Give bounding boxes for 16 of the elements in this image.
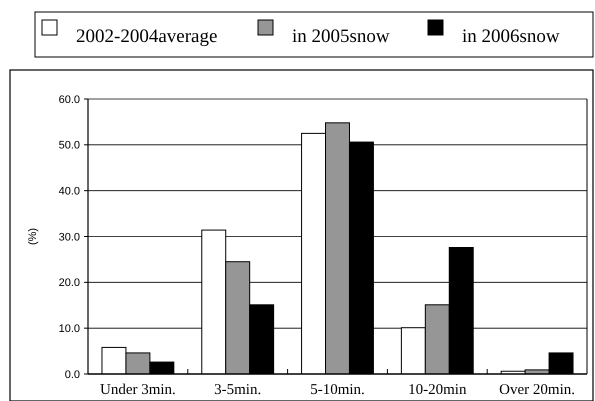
y-tick-label: 20.0 [58,277,80,290]
y-tick-label: 0.0 [64,368,80,381]
x-tick-label: 10-20min [408,382,467,398]
y-tick-label: 40.0 [58,186,80,198]
x-tick-label: 3-5min. [214,382,262,398]
y-tick-label: 30.0 [58,231,80,244]
y-tick-label: 50.0 [58,140,80,152]
legend-label: in 2005snow [292,26,390,47]
x-tick-label: Under 3min. [100,382,176,398]
x-tick-label: Over 20min. [499,382,576,398]
y-tick-label: 60.0 [58,94,80,106]
y-tick-label: 10.0 [58,323,80,336]
legend-label: 2002-2004average [76,26,218,47]
y-axis-title: (%) [27,228,39,246]
legend-label: in 2006snow [462,26,560,47]
x-tick-label: 5-10min. [310,382,365,398]
